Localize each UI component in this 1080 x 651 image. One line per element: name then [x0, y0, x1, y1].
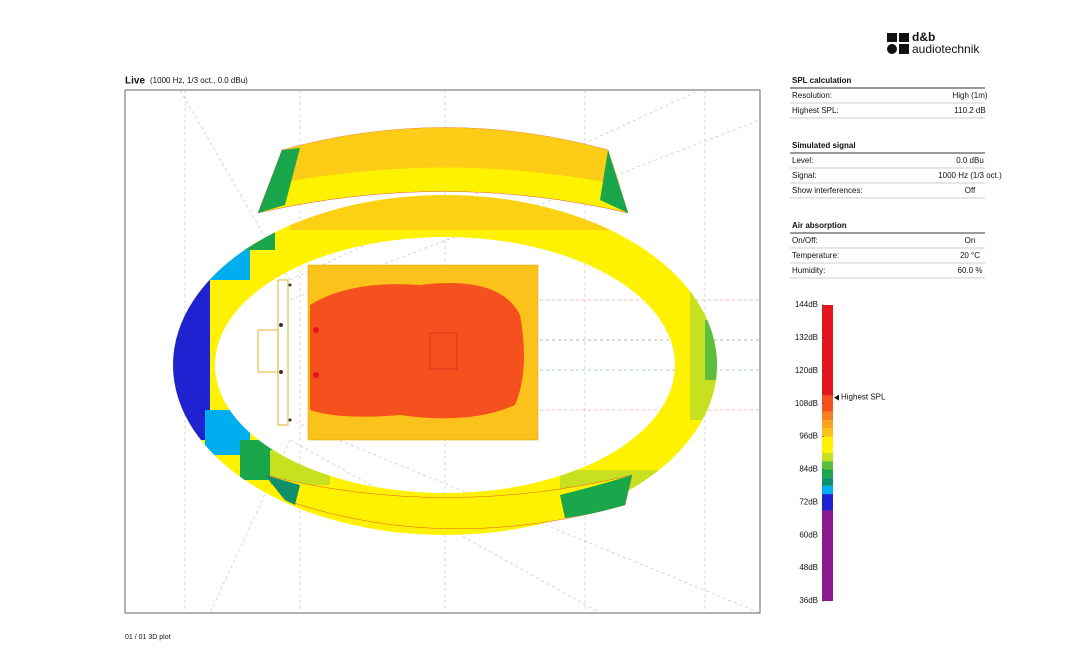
color-band: [822, 411, 833, 421]
plot-subtitle: (1000 Hz, 1/3 oct., 0.0 dBu): [150, 76, 248, 85]
spl-plot: [124, 89, 761, 614]
color-band: [822, 305, 833, 396]
section-title: Air absorption: [792, 221, 847, 230]
colorbar-tick-label: 132dB: [795, 333, 818, 342]
logo-brand: d&b: [912, 30, 935, 44]
highest-spl-marker: [834, 394, 839, 401]
plot-title: Live: [125, 76, 145, 87]
colorbar-tick-label: 48dB: [799, 563, 818, 572]
color-band: [822, 395, 833, 412]
colorbar-tick-label: 144dB: [795, 300, 818, 309]
color-band: [822, 510, 833, 601]
colorbar-tick-label: 72dB: [799, 497, 818, 506]
highest-spl-label: Highest SPL: [841, 393, 886, 402]
row-label: Humidity:: [792, 266, 825, 275]
colorbar-tick-label: 36dB: [799, 596, 818, 605]
row-label: Show interferences:: [792, 186, 863, 195]
row-label: Level:: [792, 156, 813, 165]
row-label: Signal:: [792, 171, 816, 180]
color-band: [822, 461, 833, 470]
color-band: [822, 420, 833, 429]
color-band: [822, 485, 833, 495]
colorbar-tick-label: 96dB: [799, 432, 818, 441]
row-value: 110.2 dB: [954, 106, 985, 115]
color-band: [822, 436, 833, 453]
section-title: SPL calculation: [792, 76, 852, 85]
footer: 01 / 01 3D plot: [125, 634, 171, 641]
row-label: On/Off:: [792, 236, 818, 245]
row-value: 20 °C: [960, 251, 980, 260]
color-band: [822, 428, 833, 437]
colorbar-tick-label: 108dB: [795, 399, 818, 408]
row-value: On: [965, 236, 976, 245]
color-band: [822, 494, 833, 511]
color-band: [822, 469, 833, 478]
row-value: High (1m): [952, 91, 987, 100]
color-band: [822, 453, 833, 462]
colorbar-tick-label: 120dB: [795, 366, 818, 375]
row-value: 0.0 dBu: [956, 156, 984, 165]
logo: [887, 33, 909, 54]
row-value: Off: [965, 186, 976, 195]
colorbar-tick-label: 60dB: [799, 530, 818, 539]
section-title: Simulated signal: [792, 141, 856, 150]
logo-name: audiotechnik: [912, 42, 980, 56]
row-label: Resolution:: [792, 91, 832, 100]
row-label: Temperature:: [792, 251, 839, 260]
row-label: Highest SPL:: [792, 106, 839, 115]
row-value: 1000 Hz (1/3 oct.): [938, 171, 1002, 180]
colorbar-tick-label: 84dB: [799, 465, 818, 474]
row-value: 60.0 %: [958, 266, 983, 275]
color-band: [822, 477, 833, 486]
